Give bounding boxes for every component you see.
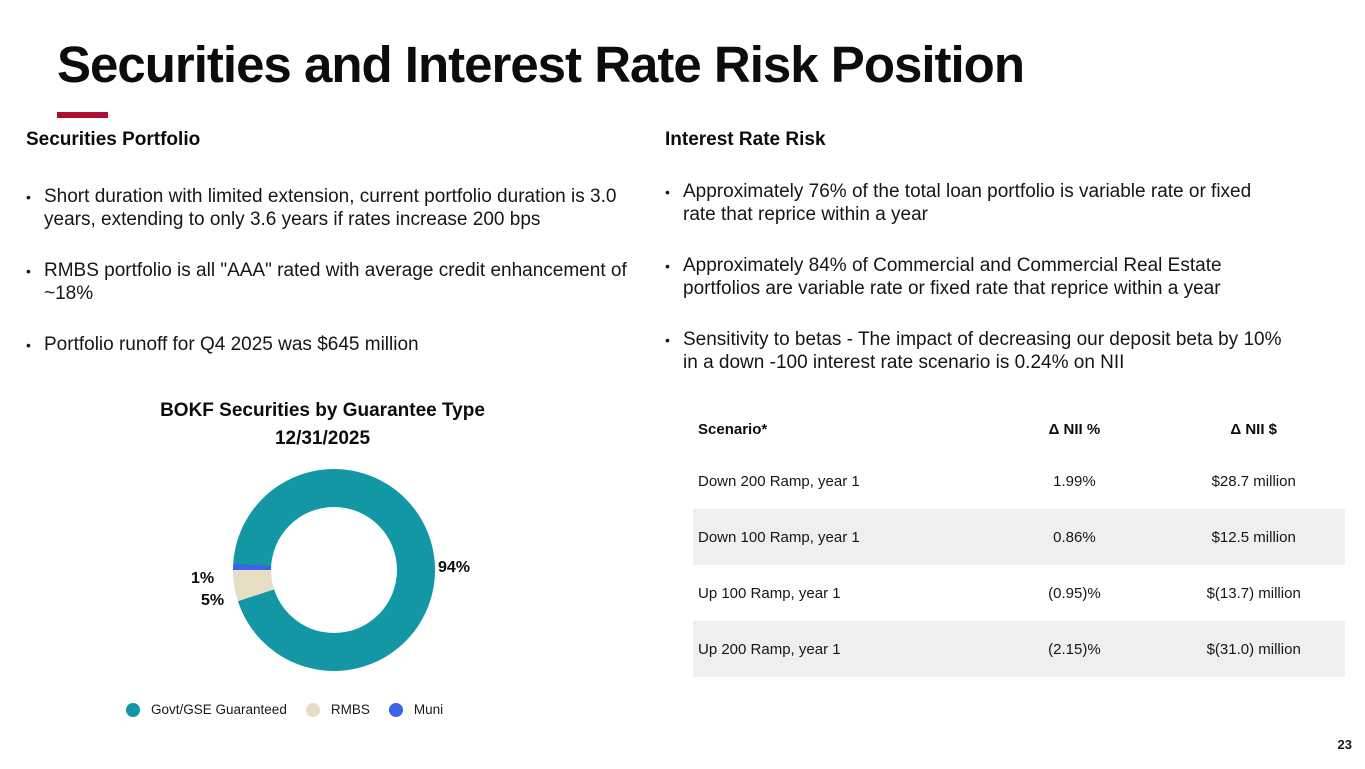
donut-ring	[233, 469, 435, 671]
cell-nii-pct: (0.95)%	[1048, 584, 1101, 602]
slice-label-muni: 1%	[191, 570, 215, 587]
page-number: 23	[1337, 737, 1352, 752]
table-row: Down 200 Ramp, year 1 1.99% $28.7 millio…	[693, 453, 1345, 509]
bullet-text: Short duration with limited extension, c…	[44, 186, 622, 230]
cell-nii-pct: (2.15)%	[1048, 640, 1101, 658]
cell-nii-dollar: $12.5 million	[1211, 528, 1296, 546]
chart-subtitle: 12/31/2025	[274, 428, 371, 449]
bullet-item: RMBS portfolio is all "AAA" rated with a…	[26, 260, 648, 305]
cell-scenario: Up 100 Ramp, year 1	[698, 584, 841, 602]
interest-rate-risk-bullets: Approximately 76% of the total loan port…	[665, 181, 1283, 403]
bullet-text: Sensitivity to betas - The impact of dec…	[683, 329, 1287, 373]
legend-dot-icon	[126, 702, 140, 717]
chart-legend: Govt/GSE Guaranteed RMBS Muni	[126, 702, 443, 717]
table-body: Down 200 Ramp, year 1 1.99% $28.7 millio…	[693, 453, 1345, 677]
legend-dot-icon	[388, 702, 403, 717]
legend-label: RMBS	[330, 702, 370, 717]
cell-nii-dollar: $(13.7) million	[1206, 584, 1301, 602]
slice-label-govt: 94%	[438, 559, 471, 576]
scenario-table: Scenario* Δ NII % Δ NII $ Down 200 Ramp,…	[693, 405, 1345, 677]
title-accent-bar	[57, 112, 108, 118]
bullet-item: Portfolio runoff for Q4 2025 was $645 mi…	[26, 334, 648, 357]
cell-nii-dollar: $(31.0) million	[1206, 640, 1301, 658]
bullet-item: Approximately 76% of the total loan port…	[665, 181, 1283, 226]
chart-title-block: BOKF Securities by Guarantee Type 12/31/…	[90, 397, 555, 453]
cell-scenario: Down 200 Ramp, year 1	[698, 472, 860, 490]
interest-rate-risk-heading: Interest Rate Risk	[665, 129, 826, 150]
legend-label: Muni	[413, 702, 444, 717]
bullet-text: Portfolio runoff for Q4 2025 was $645 mi…	[44, 334, 419, 355]
bullet-item: Approximately 84% of Commercial and Comm…	[665, 255, 1283, 300]
bullet-item: Short duration with limited extension, c…	[26, 186, 648, 231]
bullet-text: RMBS portfolio is all "AAA" rated with a…	[44, 260, 638, 304]
legend-label: Govt/GSE Guaranteed	[151, 702, 287, 717]
securities-portfolio-heading: Securities Portfolio	[26, 129, 201, 150]
table-header-nii-pct: Δ NII %	[1048, 420, 1101, 438]
cell-scenario: Down 100 Ramp, year 1	[698, 528, 860, 546]
cell-scenario: Up 200 Ramp, year 1	[698, 640, 841, 658]
bullet-text: Approximately 84% of Commercial and Comm…	[683, 255, 1227, 299]
table-row: Up 200 Ramp, year 1 (2.15)% $(31.0) mill…	[693, 621, 1345, 677]
table-row: Down 100 Ramp, year 1 0.86% $12.5 millio…	[693, 509, 1345, 565]
bullet-item: Sensitivity to betas - The impact of dec…	[665, 329, 1283, 374]
legend-item: Govt/GSE Guaranteed	[126, 702, 287, 717]
legend-item: RMBS	[305, 702, 370, 717]
table-header-scenario: Scenario*	[698, 420, 768, 438]
table-header-row: Scenario* Δ NII % Δ NII $	[693, 405, 1345, 453]
cell-nii-dollar: $28.7 million	[1211, 472, 1296, 490]
cell-nii-pct: 0.86%	[1053, 528, 1096, 546]
chart-title: BOKF Securities by Guarantee Type	[160, 400, 485, 421]
slice-label-rmbs: 5%	[201, 592, 225, 609]
securities-portfolio-bullets: Short duration with limited extension, c…	[26, 186, 648, 386]
legend-dot-icon	[305, 702, 320, 717]
table-header-nii-dollar: Δ NII $	[1230, 420, 1278, 438]
bullet-text: Approximately 76% of the total loan port…	[683, 181, 1257, 225]
table-row: Up 100 Ramp, year 1 (0.95)% $(13.7) mill…	[693, 565, 1345, 621]
legend-item: Muni	[388, 702, 444, 717]
cell-nii-pct: 1.99%	[1053, 472, 1096, 490]
page-title: Securities and Interest Rate Risk Positi…	[57, 36, 1025, 93]
